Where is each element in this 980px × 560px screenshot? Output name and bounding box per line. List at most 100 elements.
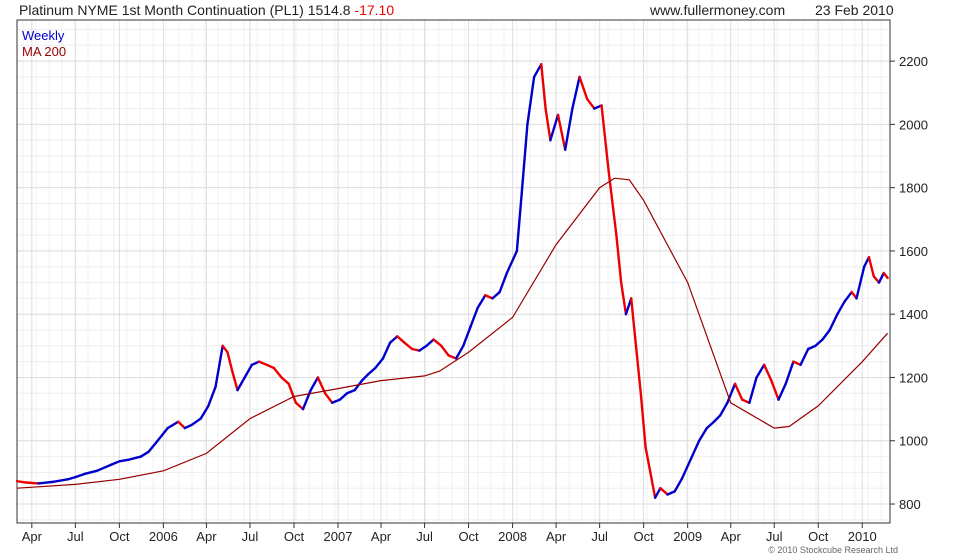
ma-200-line	[16, 177, 889, 489]
x-tick-label: 2006	[149, 529, 178, 544]
price-segment	[360, 373, 370, 382]
price-segment	[250, 360, 261, 367]
x-tick-label: 2008	[498, 529, 527, 544]
price-segment	[177, 420, 187, 430]
price-segment	[309, 376, 320, 392]
price-segment	[644, 445, 652, 474]
price-segment	[166, 420, 180, 430]
price-segment	[799, 347, 810, 367]
price-segment	[877, 271, 885, 284]
x-tick-label: Apr	[196, 529, 217, 544]
x-tick-label: Oct	[284, 529, 305, 544]
price-segment	[418, 344, 428, 352]
price-segment	[649, 471, 657, 499]
price-segment	[619, 281, 628, 316]
price-segment	[231, 369, 239, 392]
price-segment	[777, 382, 787, 401]
price-segment	[540, 63, 547, 110]
x-tick-label: Oct	[458, 529, 479, 544]
price-segment	[578, 75, 589, 101]
price-segment	[634, 344, 642, 395]
price-segment	[807, 344, 817, 351]
price-segment	[396, 335, 406, 344]
price-segment	[51, 478, 69, 484]
price-segment	[147, 439, 159, 454]
price-segment	[653, 487, 662, 499]
price-segment	[843, 290, 853, 303]
price-segment	[505, 249, 519, 275]
price-segment	[221, 344, 229, 354]
price-segment	[549, 113, 560, 142]
price-segment	[755, 363, 766, 379]
x-tick-label: Oct	[109, 529, 130, 544]
price-segment	[83, 469, 99, 476]
copyright: © 2010 Stockcube Research Ltd	[768, 545, 898, 555]
price-segment	[331, 398, 342, 404]
legend-ma: MA 200	[22, 44, 67, 59]
price-segment	[792, 360, 802, 367]
x-tick-label: Apr	[371, 529, 392, 544]
price-segment	[659, 487, 669, 496]
x-tick-label: 2009	[673, 529, 702, 544]
price-segment	[498, 271, 509, 294]
price-segment	[265, 363, 276, 370]
y-tick-label: 1400	[899, 307, 928, 322]
price-segment	[127, 455, 143, 461]
price-segment	[712, 414, 722, 423]
x-tick-label: 2010	[848, 529, 877, 544]
x-tick-label: Oct	[808, 529, 829, 544]
price-segment	[484, 294, 494, 300]
price-segment	[586, 97, 596, 110]
price-segment	[526, 75, 536, 126]
price-segment	[666, 490, 676, 496]
price-segment	[491, 290, 501, 300]
price-segment	[388, 335, 399, 344]
price-segment	[280, 376, 290, 386]
price-segment	[156, 426, 169, 442]
x-tick-label: Jul	[242, 529, 259, 544]
price-change: -17.10	[354, 2, 395, 18]
price-segment	[374, 357, 385, 370]
price-segment	[425, 338, 435, 348]
x-tick-label: Jul	[416, 529, 433, 544]
price-segment	[366, 366, 377, 376]
y-tick-label: 800	[899, 497, 921, 512]
price-segment	[520, 123, 529, 196]
price-segment	[199, 404, 210, 420]
price-segment	[690, 439, 701, 458]
price-segment	[74, 472, 86, 479]
price-segment	[563, 107, 574, 151]
price-segment	[762, 363, 773, 382]
price-segment	[294, 401, 305, 411]
price-segment	[814, 338, 824, 348]
x-tick-label: Apr	[22, 529, 43, 544]
price-segment	[673, 477, 684, 493]
price-segment	[615, 233, 623, 284]
price-segment	[15, 480, 28, 484]
price-segment	[639, 392, 647, 449]
y-tick-label: 1800	[899, 181, 928, 196]
price-segment	[183, 423, 193, 430]
price-segment	[593, 104, 603, 110]
price-segment	[476, 294, 487, 310]
price-segment	[872, 275, 881, 284]
price-segment	[515, 192, 523, 253]
price-segment	[95, 463, 113, 473]
price-segment	[190, 417, 202, 427]
price-segment	[748, 376, 758, 404]
price-segment	[381, 341, 392, 360]
price-segment	[37, 480, 55, 485]
price-segment	[836, 300, 846, 316]
x-tick-label: Apr	[721, 529, 742, 544]
x-tick-label: Oct	[634, 529, 655, 544]
price-segment	[272, 366, 283, 379]
price-segment	[718, 401, 729, 417]
price-segment	[454, 344, 465, 360]
price-segment	[867, 256, 875, 278]
price-segment	[287, 382, 298, 404]
y-tick-label: 2200	[899, 54, 928, 69]
price-segment	[24, 481, 40, 485]
plot-area	[17, 20, 890, 523]
price-segment	[740, 398, 751, 404]
